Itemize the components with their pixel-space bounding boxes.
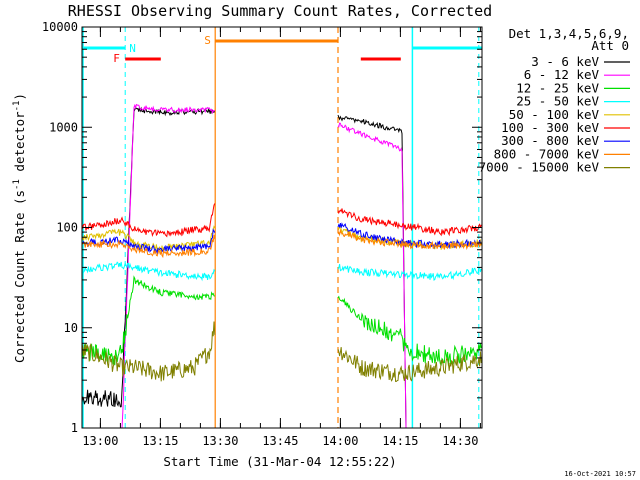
- series-layer: [81, 103, 482, 429]
- legend-label: 3 - 6 keV: [531, 54, 599, 69]
- series-line-1: [81, 106, 412, 429]
- series-line-8: [81, 228, 482, 259]
- legend-label: 300 - 800 keV: [501, 133, 599, 148]
- series-line-3: [81, 275, 482, 366]
- x-tick-label: 13:00: [82, 434, 118, 448]
- x-tick-label: 13:30: [202, 434, 238, 448]
- legend-label: 25 - 50 keV: [516, 94, 599, 109]
- y-tick-label: 100: [56, 221, 78, 235]
- footer-timestamp: 16-Oct-2021 10:57: [564, 470, 636, 478]
- y-tick-label: 10: [64, 321, 78, 335]
- x-tick-label: 13:45: [262, 434, 298, 448]
- night-flag-label: N: [129, 42, 136, 55]
- x-axis-label: Start Time (31-Mar-04 12:55:22): [163, 454, 396, 469]
- flare-flag-label: F: [113, 52, 120, 65]
- chart-title: RHESSI Observing Summary Count Rates, Co…: [68, 2, 492, 20]
- saa-flag-label: S: [204, 34, 211, 47]
- x-tick-label: 14:00: [322, 434, 358, 448]
- x-tick-label: 14:15: [382, 434, 418, 448]
- y-axis-label: Corrected Count Rate (s-1 detector-1): [12, 93, 27, 363]
- plot-area: NF S 1 10 100 1000 10000 13:00 13:15 13:30 13:45…: [42, 20, 483, 448]
- legend-label: 7000 - 15000 keV: [479, 160, 600, 175]
- legend-label: 50 - 100 keV: [509, 107, 600, 122]
- x-tick-label: 14:30: [442, 434, 478, 448]
- series-line-4: [81, 261, 482, 282]
- y-tick-label: 1: [71, 421, 78, 435]
- legend-label: 12 - 25 keV: [516, 80, 599, 95]
- legend-attenuator: Att 0: [591, 38, 629, 53]
- series-line-6: [81, 203, 482, 238]
- y-tick-label: 10000: [42, 20, 78, 34]
- legend-label: 800 - 7000 keV: [494, 146, 600, 161]
- legend-label: 6 - 12 keV: [524, 67, 600, 82]
- y-tick-label: 1000: [49, 120, 78, 134]
- y-axis: 1 10 100 1000 10000: [42, 20, 482, 435]
- legend-label: 100 - 300 keV: [501, 120, 599, 135]
- series-line-9: [81, 321, 482, 383]
- x-tick-label: 13:15: [142, 434, 178, 448]
- legend-detectors: Det 1,3,4,5,6,9,: [509, 26, 629, 41]
- x-axis: 13:00 13:15 13:30 13:45 14:00 14:15 14:30: [82, 27, 481, 448]
